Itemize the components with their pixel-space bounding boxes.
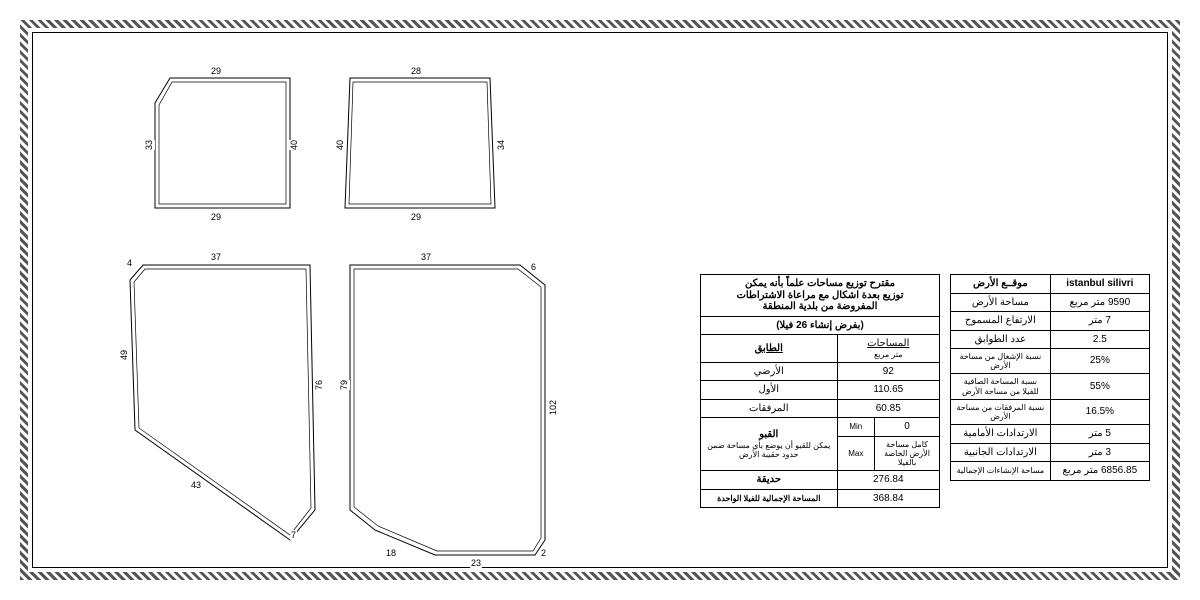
floor-header: الطابق — [701, 335, 838, 363]
min-value: 0 — [875, 418, 940, 437]
land-location-value: istanbul silivri — [1050, 275, 1149, 294]
dim-s4-trcut: 6 — [530, 262, 537, 272]
table-row: 110.65الأول — [701, 381, 940, 400]
plot-shape-4 — [345, 260, 550, 560]
basement-label: القبو يمكن للقبو أن يوضع بأي مساحة ضمن ح… — [701, 418, 838, 471]
land-info-table: istanbul silivri موقــع الأرض 9590 متر م… — [950, 274, 1150, 481]
plot-shape-2 — [340, 78, 500, 213]
dim-s4-brcut: 2 — [540, 548, 547, 558]
proposal-headers-row: المساحات متر مربع الطابق — [701, 335, 940, 363]
dim-s4-bl: 18 — [385, 548, 397, 558]
land-header-row: istanbul silivri موقــع الأرض — [951, 275, 1150, 294]
plot-shape-3 — [125, 260, 325, 550]
max-label: Max — [837, 436, 874, 471]
proposal-subtitle-row: (بفرض إنشاء 26 فيلا) — [701, 316, 940, 335]
dim-s2-top: 28 — [410, 66, 422, 76]
proposal-subtitle: (بفرض إنشاء 26 فيلا) — [701, 316, 940, 335]
dim-s1-top: 29 — [210, 66, 222, 76]
table-row: 92الأرضي — [701, 362, 940, 381]
max-value: كامل مساحة الأرض الخاصة بالفيلا — [875, 436, 940, 471]
dim-s4-top: 37 — [420, 252, 432, 262]
dim-s1-bottom: 29 — [210, 212, 222, 222]
proposal-title: مقترح توزيع مساحات علماً بأنه يمكن توزيع… — [701, 275, 940, 317]
dim-s3-top: 37 — [210, 252, 222, 262]
dim-s4-right: 102 — [547, 400, 559, 415]
land-location-label: موقــع الأرض — [951, 275, 1051, 294]
dim-s3-left: 49 — [118, 350, 130, 360]
plot-shape-1 — [150, 78, 300, 213]
garden-row: 276.84حديقة — [701, 471, 940, 490]
dim-s3-tlcut: 4 — [126, 258, 133, 268]
table-row: 6856.85 متر مربعمساحة الإنشاءات الإجمالي… — [951, 462, 1150, 481]
dim-s3-diag: 43 — [190, 480, 202, 490]
table-row: 3 مترالارتدادات الجانبية — [951, 443, 1150, 462]
table-row: 2.5عدد الطوابق — [951, 330, 1150, 349]
total-row: 368.84المساحة الإجمالية للفيلا الواحدة — [701, 489, 940, 508]
table-row: 16.5%نسبة المرفقات من مساحة الأرض — [951, 399, 1150, 424]
dim-s4-bottom: 23 — [470, 558, 482, 568]
table-row: 25%نسبة الإشغال من مساحة الأرض — [951, 349, 1150, 374]
proposal-title-row: مقترح توزيع مساحات علماً بأنه يمكن توزيع… — [701, 275, 940, 317]
dim-s3-right: 76 — [313, 380, 325, 390]
dim-s3-bottom: 7 — [290, 530, 297, 540]
dim-s2-left: 40 — [334, 140, 346, 150]
dim-s2-bottom: 29 — [410, 212, 422, 222]
min-label: Min — [837, 418, 874, 437]
table-row: 7 مترالارتفاع المسموح — [951, 312, 1150, 331]
table-row: 60.85المرفقات — [701, 399, 940, 418]
table-row: 9590 متر مربعمساحة الأرض — [951, 293, 1150, 312]
dim-s1-left: 33 — [143, 140, 155, 150]
table-row: 55%نسبة المساحة الصافية للفيلا من مساحة … — [951, 374, 1150, 399]
dim-s1-mid: 40 — [288, 140, 300, 150]
dim-s4-left: 79 — [338, 380, 350, 390]
dim-s2-right: 34 — [495, 140, 507, 150]
table-row: 5 مترالارتدادات الأمامية — [951, 425, 1150, 444]
areas-header: المساحات متر مربع — [837, 335, 939, 363]
basement-row: 0 Min القبو يمكن للقبو أن يوضع بأي مساحة… — [701, 418, 940, 437]
proposal-table: مقترح توزيع مساحات علماً بأنه يمكن توزيع… — [700, 274, 940, 508]
